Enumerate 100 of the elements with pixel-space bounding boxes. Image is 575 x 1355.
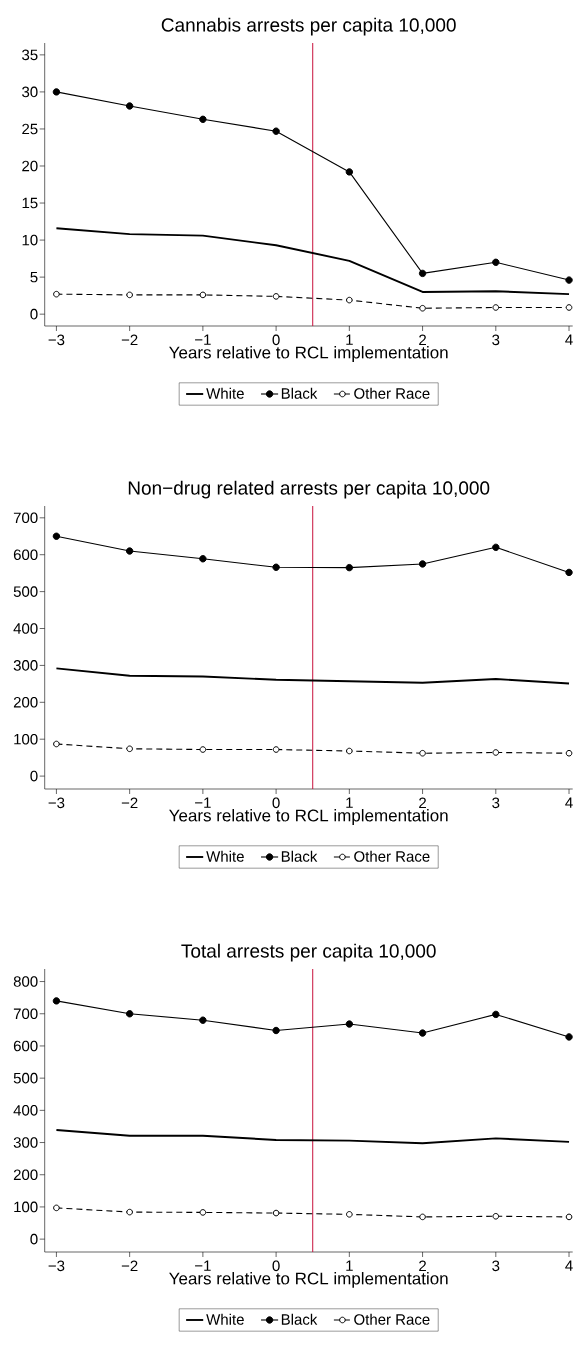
point (199, 115, 207, 124)
point (199, 291, 207, 299)
x-tick-label: 0 (272, 334, 280, 346)
x-tick-label: −3 (48, 334, 65, 346)
y-tick-label: 0 (30, 770, 38, 782)
x-tick-label: −1 (195, 334, 211, 345)
x-tick-label: 3 (492, 1260, 500, 1272)
point (492, 1212, 500, 1220)
y-tick-label: 200 (13, 696, 38, 708)
x-tick-label: −2 (121, 797, 138, 809)
x-tick-label: 1 (346, 797, 353, 808)
y-tick-label: 25 (22, 123, 38, 135)
x-tick-label: −2 (121, 1260, 138, 1272)
y-tick-label: 600 (13, 1040, 38, 1052)
y-tick-label: 300 (13, 1137, 38, 1148)
x-tick-label: −1 (195, 797, 211, 808)
y-tick-label: 15 (22, 197, 38, 209)
point (126, 745, 133, 753)
point (125, 547, 134, 555)
point (418, 560, 427, 568)
point (346, 747, 353, 755)
y-tick-label: 800 (13, 976, 38, 987)
x-tick-label: 0 (272, 1260, 280, 1272)
x-tick-label: −1 (195, 1260, 211, 1271)
x-tick-label: −2 (121, 334, 138, 346)
x-tick-label: 4 (565, 1260, 573, 1271)
point (125, 102, 134, 110)
x-tick-label: 3 (492, 797, 500, 809)
legend-label: Other Race (354, 387, 430, 399)
y-tick-label: 400 (13, 623, 38, 634)
point (125, 1010, 134, 1018)
point (272, 1026, 280, 1035)
point (565, 568, 573, 577)
y-tick-label: 100 (14, 1201, 38, 1213)
point (272, 127, 280, 135)
point (346, 296, 353, 304)
point (53, 740, 60, 748)
x-tick-label: 4 (565, 334, 573, 345)
chart-title: Cannabis arrests per capita 10,000 (161, 17, 456, 36)
point (418, 269, 427, 278)
line-series (55, 667, 570, 685)
line-series (55, 1129, 570, 1145)
point (492, 1010, 500, 1019)
x-tick-label: 3 (492, 334, 500, 346)
point (199, 555, 207, 563)
x-axis-title: Years relative to RCL implementation (169, 346, 448, 362)
point (345, 168, 354, 176)
y-tick-label: 5 (30, 271, 38, 283)
point (52, 532, 61, 540)
legend-label: Black (281, 1313, 318, 1325)
point (565, 304, 573, 311)
y-tick-label: 35 (22, 49, 38, 61)
legend-label: Black (281, 850, 318, 862)
point (53, 290, 60, 298)
point (345, 563, 354, 572)
x-tick-label: 0 (272, 797, 280, 809)
y-tick-label: 700 (13, 1008, 38, 1020)
point (272, 293, 280, 300)
point (126, 1208, 133, 1216)
point (419, 749, 426, 757)
y-tick-label: 0 (30, 308, 38, 320)
point (272, 746, 280, 753)
line-series (55, 227, 570, 296)
point (52, 88, 61, 96)
legend-label: Other Race (354, 850, 430, 862)
legend-label: White (206, 850, 244, 862)
point (418, 1029, 427, 1037)
point (492, 749, 500, 756)
point (565, 749, 573, 757)
point (565, 1213, 573, 1221)
point (419, 304, 426, 312)
chart-title: Non−drug related arrests per capita 10,000 (128, 480, 490, 499)
x-axis-title: Years relative to RCL implementation (169, 1272, 448, 1288)
x-tick-label: 2 (419, 797, 426, 809)
point (492, 304, 500, 311)
x-tick-label: −3 (48, 1260, 65, 1272)
point (565, 1033, 573, 1041)
point (53, 1204, 60, 1212)
point (272, 1209, 280, 1217)
x-tick-label: 1 (346, 1260, 353, 1271)
point (345, 1020, 354, 1028)
y-tick-label: 200 (13, 1169, 38, 1181)
x-tick-label: 4 (565, 797, 573, 808)
point (199, 1016, 207, 1024)
y-tick-label: 300 (13, 660, 38, 671)
y-tick-label: 0 (30, 1233, 38, 1245)
legend-label: Other Race (354, 1313, 430, 1325)
x-axis-title: Years relative to RCL implementation (169, 809, 448, 825)
point (492, 543, 500, 552)
point (492, 258, 500, 266)
y-tick-label: 20 (22, 160, 38, 172)
y-tick-label: 400 (13, 1105, 38, 1116)
legend-label: White (206, 1313, 244, 1325)
y-tick-label: 500 (13, 586, 38, 597)
y-tick-label: 500 (13, 1072, 38, 1084)
y-tick-label: 600 (13, 549, 38, 561)
point (126, 291, 133, 299)
point (419, 1213, 426, 1221)
point (565, 276, 573, 284)
y-tick-label: 700 (13, 512, 38, 524)
